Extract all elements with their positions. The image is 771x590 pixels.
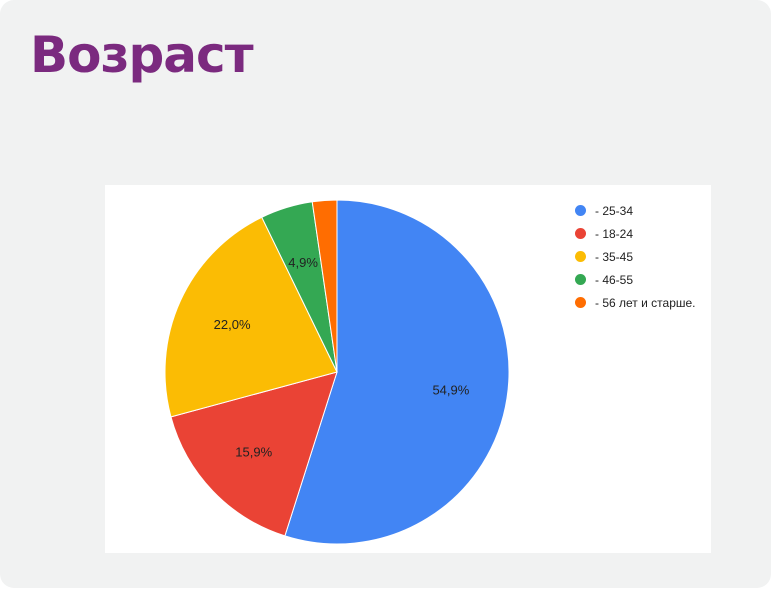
legend-label-1: - 25-34 [595,203,634,218]
legend-label-4: - 46-55 [595,272,634,287]
legend-swatch-2 [575,228,586,239]
legend-item-3: - 35-45 [575,245,696,268]
legend-label-5: - 56 лет и старше. [595,295,696,310]
legend-swatch-3 [575,251,586,262]
page-title: Возраст [30,26,254,84]
legend-swatch-4 [575,274,586,285]
legend-label-3: - 35-45 [595,249,634,264]
pie-chart: 54,9% 15,9% 22,0% 4,9% [164,199,510,545]
chart-legend: - 25-34 - 18-24 - 35-45 - 46-55 - 56 лет и с… [575,199,696,314]
legend-item-5: - 56 лет и старше. [575,291,696,314]
pie-chart-panel: 54,9% 15,9% 22,0% 4,9% - 25-34 - 18-24 - 35-4… [105,185,711,553]
legend-label-2: - 18-24 [595,226,634,241]
pie-slice-5 [311,199,338,373]
pie-data-label-4: 4,9% [288,255,318,270]
pie-slice-2 [170,371,338,537]
legend-item-2: - 18-24 [575,222,696,245]
pie-slice-3 [164,216,338,418]
legend-item-1: - 25-34 [575,199,696,222]
pie-data-label-3: 22,0% [214,317,251,332]
pie-data-label-1: 54,9% [432,383,469,398]
legend-item-4: - 46-55 [575,268,696,291]
legend-swatch-1 [575,205,586,216]
legend-swatch-5 [575,297,586,308]
pie-slice-1 [284,199,510,545]
pie-data-label-2: 15,9% [235,445,272,460]
